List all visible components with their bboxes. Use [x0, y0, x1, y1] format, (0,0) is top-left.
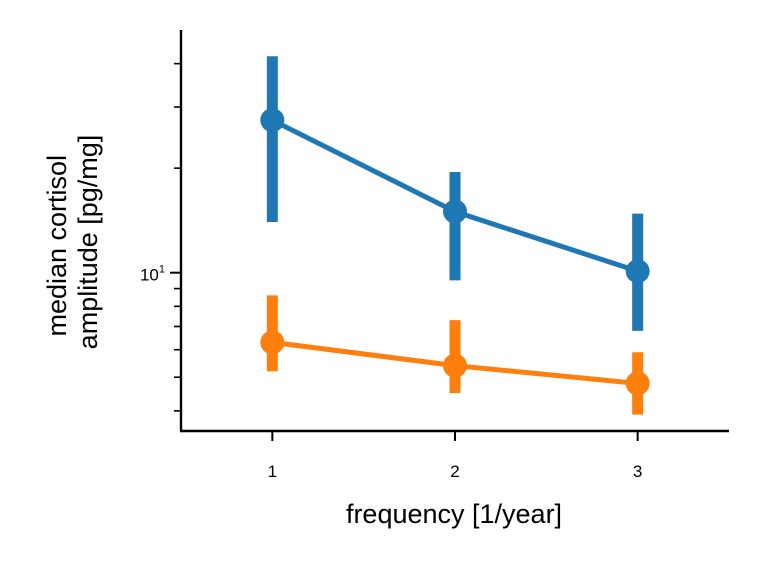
x-tick-label-1: 1 [268, 462, 277, 481]
y-tick-label: 101 [140, 264, 165, 285]
series-1-point-2 [443, 199, 467, 224]
series-2 [260, 295, 650, 415]
series-2-point-2 [443, 353, 467, 378]
y-ticks: 101 [140, 62, 181, 412]
x-tick-label-2: 2 [450, 462, 459, 481]
series-2-point-1 [260, 330, 285, 355]
y-tick-label-base: 10 [140, 266, 159, 285]
x-axis-label: frequency [1/year] [346, 499, 562, 529]
series-1 [260, 56, 650, 331]
y-axis-label: median cortisol amplitude [pg/mg] [42, 135, 103, 350]
y-axis-label-line-2: amplitude [pg/mg] [73, 135, 103, 350]
series-layer [260, 56, 650, 415]
series-1-point-1 [260, 108, 285, 133]
y-tick-label-exponent: 1 [159, 264, 165, 276]
series-1-point-3 [625, 259, 650, 284]
x-ticks: 1 2 3 [268, 431, 642, 481]
series-2-point-3 [625, 371, 650, 396]
y-axis-label-line-1: median cortisol [42, 155, 72, 337]
x-tick-label-3: 3 [633, 462, 642, 481]
